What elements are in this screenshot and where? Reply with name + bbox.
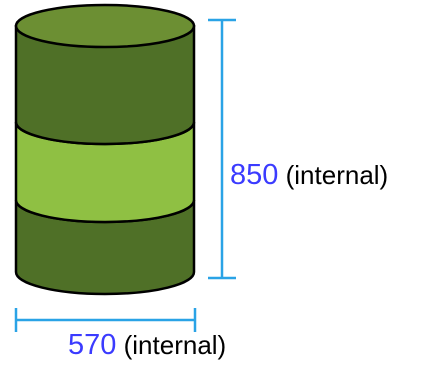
barrel — [14, 3, 196, 296]
width-dimension-line — [14, 308, 197, 332]
barrel-top-band — [14, 24, 196, 146]
width-note: (internal) — [123, 330, 227, 360]
barrel-lid — [14, 3, 196, 49]
height-value: 850 — [230, 159, 279, 191]
width-dimension-label: 570 (internal) — [68, 330, 226, 360]
height-dimension-label: 850 (internal) — [230, 160, 388, 190]
height-note: (internal) — [285, 160, 389, 190]
width-value: 570 — [68, 329, 117, 361]
height-dimension-line — [208, 18, 236, 280]
